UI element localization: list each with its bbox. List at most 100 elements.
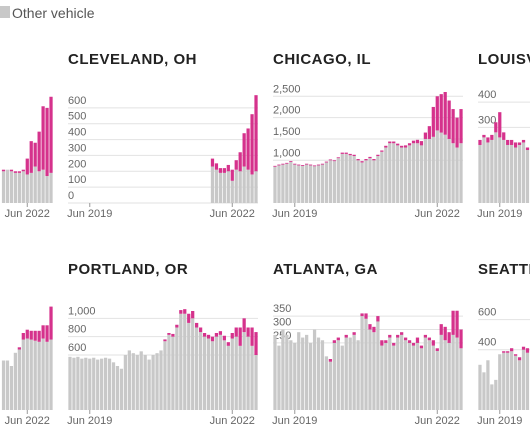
bar — [419, 348, 424, 410]
bar — [183, 309, 187, 314]
bar — [305, 334, 309, 410]
bar — [5, 360, 10, 410]
y-tick-label: 1,000 — [273, 147, 301, 159]
bar — [411, 143, 416, 203]
bar — [328, 359, 333, 362]
bar — [25, 329, 29, 339]
bar — [139, 351, 143, 410]
y-tick-label: 200 — [68, 158, 86, 170]
bar — [380, 340, 384, 346]
bar — [525, 352, 530, 410]
bar — [316, 337, 321, 410]
bar — [328, 361, 333, 410]
bar — [76, 356, 80, 410]
bar — [364, 318, 368, 410]
bar — [9, 169, 14, 172]
y-tick-label: 800 — [68, 324, 86, 336]
bar — [482, 372, 486, 410]
bar — [214, 169, 219, 203]
bar — [396, 334, 400, 338]
bar — [423, 334, 428, 338]
bar — [372, 326, 376, 333]
bar — [198, 327, 203, 333]
bar — [344, 153, 348, 203]
bar — [396, 143, 400, 146]
y-tick-label: 600 — [478, 307, 496, 319]
bar — [29, 330, 33, 340]
bar — [352, 334, 356, 410]
bar — [41, 106, 45, 170]
bar — [419, 141, 424, 146]
bar — [423, 337, 428, 410]
bar — [80, 358, 84, 410]
bar — [368, 329, 372, 410]
bar — [191, 311, 195, 319]
bar — [191, 318, 195, 410]
bar — [187, 322, 191, 410]
bar — [498, 137, 502, 203]
bar — [234, 160, 238, 170]
bar — [49, 339, 53, 410]
bar — [360, 313, 364, 317]
y-tick-label: 0 — [68, 190, 74, 202]
x-tick-label: Jun 2019 — [272, 208, 317, 220]
bar — [297, 332, 301, 410]
bar — [281, 164, 285, 203]
bar — [348, 153, 352, 156]
bar — [277, 345, 281, 410]
x-tick-label: Jun 2019 — [477, 208, 522, 220]
x-tick-label: Jun 2022 — [5, 208, 50, 220]
bar — [135, 355, 139, 410]
bar — [246, 336, 250, 410]
bar — [250, 114, 254, 175]
bar — [226, 345, 230, 410]
bar — [439, 324, 443, 335]
y-tick-label: 300 — [478, 114, 496, 126]
bar — [277, 164, 281, 166]
bar — [372, 160, 376, 203]
bar — [525, 147, 530, 151]
bar — [293, 163, 297, 165]
bar — [411, 342, 416, 346]
bar — [285, 163, 289, 203]
bar — [29, 339, 33, 410]
bar — [486, 137, 490, 143]
bar — [459, 109, 463, 144]
bar — [17, 171, 21, 173]
bar — [376, 321, 380, 410]
bar — [364, 160, 368, 203]
bar — [29, 141, 33, 173]
bar — [513, 355, 518, 410]
bar — [242, 318, 246, 333]
bar — [21, 171, 25, 203]
y-tick-label: 2,000 — [273, 105, 301, 117]
bar — [348, 155, 352, 203]
bar — [510, 144, 514, 203]
bar — [226, 342, 230, 346]
bar — [517, 360, 522, 410]
bar — [214, 163, 219, 170]
bar — [285, 162, 289, 164]
bar — [431, 340, 435, 346]
y-tick-label: 400 — [478, 337, 496, 349]
bar — [147, 359, 151, 410]
bar — [301, 165, 305, 203]
bar — [344, 337, 348, 410]
bar — [521, 346, 526, 350]
bar — [49, 172, 53, 203]
bar — [13, 171, 18, 173]
bar — [289, 340, 293, 410]
bar — [214, 333, 219, 337]
bar — [222, 168, 226, 173]
bar — [348, 337, 352, 410]
bar — [427, 138, 431, 203]
bar — [29, 172, 33, 203]
bar — [376, 316, 380, 322]
bar — [13, 172, 18, 203]
bar — [336, 340, 340, 410]
bar — [415, 139, 420, 144]
bar — [388, 143, 392, 203]
bar — [380, 151, 384, 203]
bar — [202, 333, 207, 337]
bar — [356, 160, 360, 203]
